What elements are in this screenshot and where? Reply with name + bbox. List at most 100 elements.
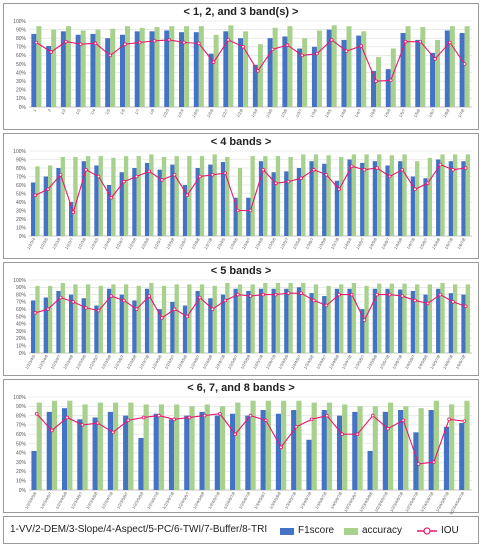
- bar-f1score: [322, 163, 327, 236]
- bar-accuracy: [364, 154, 369, 236]
- bar-f1score: [258, 161, 264, 236]
- bar-accuracy: [364, 285, 369, 353]
- iou-point: [274, 292, 278, 297]
- iou-point: [309, 417, 314, 422]
- bar-f1score: [77, 419, 83, 490]
- bar-accuracy: [296, 400, 302, 490]
- iou-point: [34, 40, 39, 45]
- x-tick-label: 1/3/5/8: [292, 236, 303, 250]
- iou-point: [432, 460, 436, 464]
- bar-f1score: [208, 298, 213, 353]
- bar-accuracy: [123, 156, 129, 236]
- bar-accuracy: [51, 29, 57, 108]
- x-tick-label: 1/3/4/6/8: [328, 353, 341, 370]
- x-tick-label: 1/4/6/7/8: [442, 353, 455, 370]
- bar-accuracy: [85, 284, 91, 353]
- bar-accuracy: [250, 400, 256, 490]
- bar-accuracy: [351, 282, 357, 353]
- x-tick-label: 1/3/6/8: [317, 236, 328, 250]
- iou-point: [65, 415, 69, 420]
- x-tick-label: 2: [47, 107, 53, 112]
- x-tick-label: 1/2/5/6/7/8: [238, 490, 252, 510]
- x-tick-label: 1/2/4/6/7/8: [222, 490, 236, 510]
- y-tick-label: 20%: [16, 217, 27, 223]
- bar-accuracy: [136, 285, 141, 353]
- x-tick-label: 1/2/3/4/8: [62, 353, 75, 370]
- y-tick-label: 0%: [19, 488, 27, 494]
- iou-point: [202, 413, 207, 418]
- iou-point: [448, 40, 452, 45]
- iou-point: [210, 307, 215, 311]
- bar-f1score: [92, 417, 98, 490]
- bar-accuracy: [174, 284, 179, 353]
- iou-point: [438, 292, 443, 297]
- bar-f1score: [436, 159, 441, 236]
- x-tick-label: 1/3/6/7: [304, 236, 315, 250]
- iou-point: [134, 307, 139, 311]
- iou-point: [261, 292, 265, 297]
- bar-f1score: [106, 288, 112, 353]
- bar-accuracy: [158, 404, 165, 490]
- iou-point: [340, 432, 344, 436]
- x-tick-label: 1/2/4/8: [127, 236, 138, 250]
- bar-accuracy: [427, 157, 433, 236]
- y-tick-label: 80%: [16, 36, 27, 42]
- bar-f1score: [282, 36, 288, 108]
- iou-point: [172, 417, 176, 422]
- iou-point: [329, 38, 334, 42]
- x-tick-label: 1/2/7/8: [203, 236, 214, 250]
- iou-point: [96, 308, 101, 313]
- iou-point: [185, 193, 190, 197]
- x-tick-label: 1/2/4/5/6: [151, 353, 164, 370]
- x-tick-label: 1/2/3/4/6/7/8: [389, 490, 405, 512]
- x-tick-label: 1/2/5/6/7: [227, 353, 240, 370]
- bar-f1score: [132, 168, 137, 236]
- iou-point: [172, 307, 177, 311]
- iou-point: [109, 294, 114, 298]
- x-tick-label: 1/2: [60, 107, 67, 115]
- iou-point: [362, 167, 367, 172]
- bar-accuracy: [169, 26, 175, 107]
- bar-accuracy: [346, 26, 352, 107]
- bar-f1score: [123, 415, 129, 490]
- bar-f1score: [119, 294, 124, 353]
- iou-point: [387, 174, 392, 179]
- x-tick-label: 1/3/5/6/7: [353, 353, 366, 370]
- x-tick-label: 1/3/4/5: [216, 236, 227, 250]
- bar-f1score: [398, 289, 403, 353]
- iou-point: [46, 307, 50, 311]
- y-tick-label: 80%: [16, 166, 27, 172]
- x-tick-label: 1/2/3/5/6/8: [131, 490, 145, 510]
- y-tick-label: 30%: [16, 329, 27, 335]
- x-tick-label: 1/3/5/6/8: [366, 353, 379, 370]
- bar-f1score: [360, 162, 365, 236]
- y-tick-label: 0%: [19, 234, 27, 240]
- y-tick-label: 90%: [16, 404, 27, 410]
- x-tick-label: 1/2/3/4/7: [49, 353, 62, 370]
- iou-point: [109, 195, 114, 200]
- y-tick-label: 40%: [16, 200, 27, 206]
- x-tick-label: 1/2/3/4/5/6/7/8: [448, 490, 466, 515]
- bar-f1score: [415, 39, 421, 107]
- x-tick-label: 1/4/5/6/8: [416, 353, 429, 370]
- bar-f1score: [182, 185, 188, 236]
- bar-accuracy: [433, 400, 440, 490]
- x-tick-label: 1/2/4/5/6/7: [176, 490, 190, 510]
- x-tick-label: 1/3/4/8: [254, 236, 265, 250]
- bar-f1score: [168, 419, 175, 490]
- y-tick-label: 30%: [16, 79, 27, 85]
- band-key-note: 1-VV/2-DEM/3-Slope/4-Aspect/5-PC/6-TWI/7…: [10, 524, 268, 535]
- bar-accuracy: [389, 283, 395, 353]
- x-tick-label: 1/2/5/7/8: [252, 353, 265, 370]
- y-tick-label: 10%: [16, 479, 27, 485]
- bar-f1score: [372, 161, 378, 236]
- iou-point: [362, 318, 367, 322]
- bar-f1score: [352, 411, 358, 490]
- bar-f1score: [75, 34, 81, 107]
- iou-point: [58, 295, 63, 300]
- legend-swatch-iou: [417, 527, 437, 535]
- x-tick-label: 1/3/4/7: [241, 236, 252, 250]
- bar-f1score: [233, 288, 238, 353]
- bar-accuracy: [225, 282, 230, 353]
- x-tick-label: 1/2/3/7: [64, 236, 75, 250]
